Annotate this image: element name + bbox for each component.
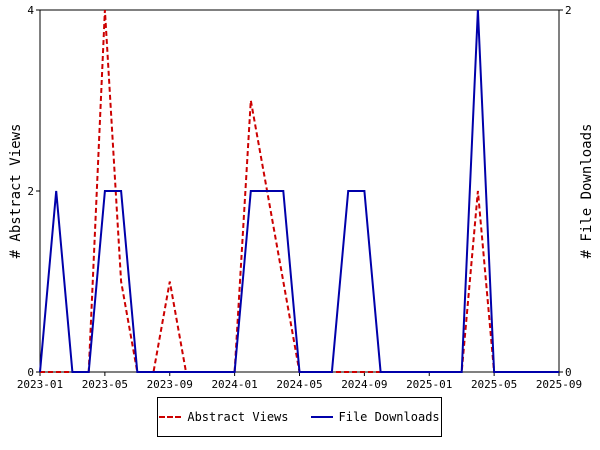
x-tick-label: 2025-05 [471, 378, 517, 391]
y-right-tick-label: 2 [565, 4, 572, 17]
series-line-file-downloads [39, 9, 559, 373]
legend-item-file-downloads: File Downloads [310, 410, 440, 424]
legend-label-abstract-views: Abstract Views [187, 410, 289, 424]
y-left-tick-label: 2 [27, 185, 34, 198]
legend: Abstract Views File Downloads [157, 397, 442, 437]
x-tick-label: 2023-05 [82, 378, 128, 391]
legend-label-file-downloads: File Downloads [338, 410, 440, 424]
x-tick-label: 2023-01 [17, 378, 63, 391]
legend-item-abstract-views: Abstract Views [159, 410, 289, 424]
x-tick-label: 2025-01 [406, 378, 452, 391]
x-tick-label: 2024-09 [341, 378, 387, 391]
x-tick-label: 2024-05 [276, 378, 322, 391]
y-left-tick-label: 0 [27, 366, 34, 379]
x-tick-label: 2023-09 [147, 378, 193, 391]
legend-swatch-abstract-views [159, 416, 182, 418]
legend-swatch-file-downloads [310, 416, 333, 418]
x-tick-label: 2025-09 [536, 378, 582, 391]
y-left-axis-title: # Abstract Views [8, 124, 24, 259]
y-right-tick-label: 0 [565, 366, 572, 379]
y-right-axis-title: # File Downloads [579, 124, 595, 259]
y-left-tick-label: 4 [27, 4, 34, 17]
x-tick-label: 2024-01 [211, 378, 257, 391]
